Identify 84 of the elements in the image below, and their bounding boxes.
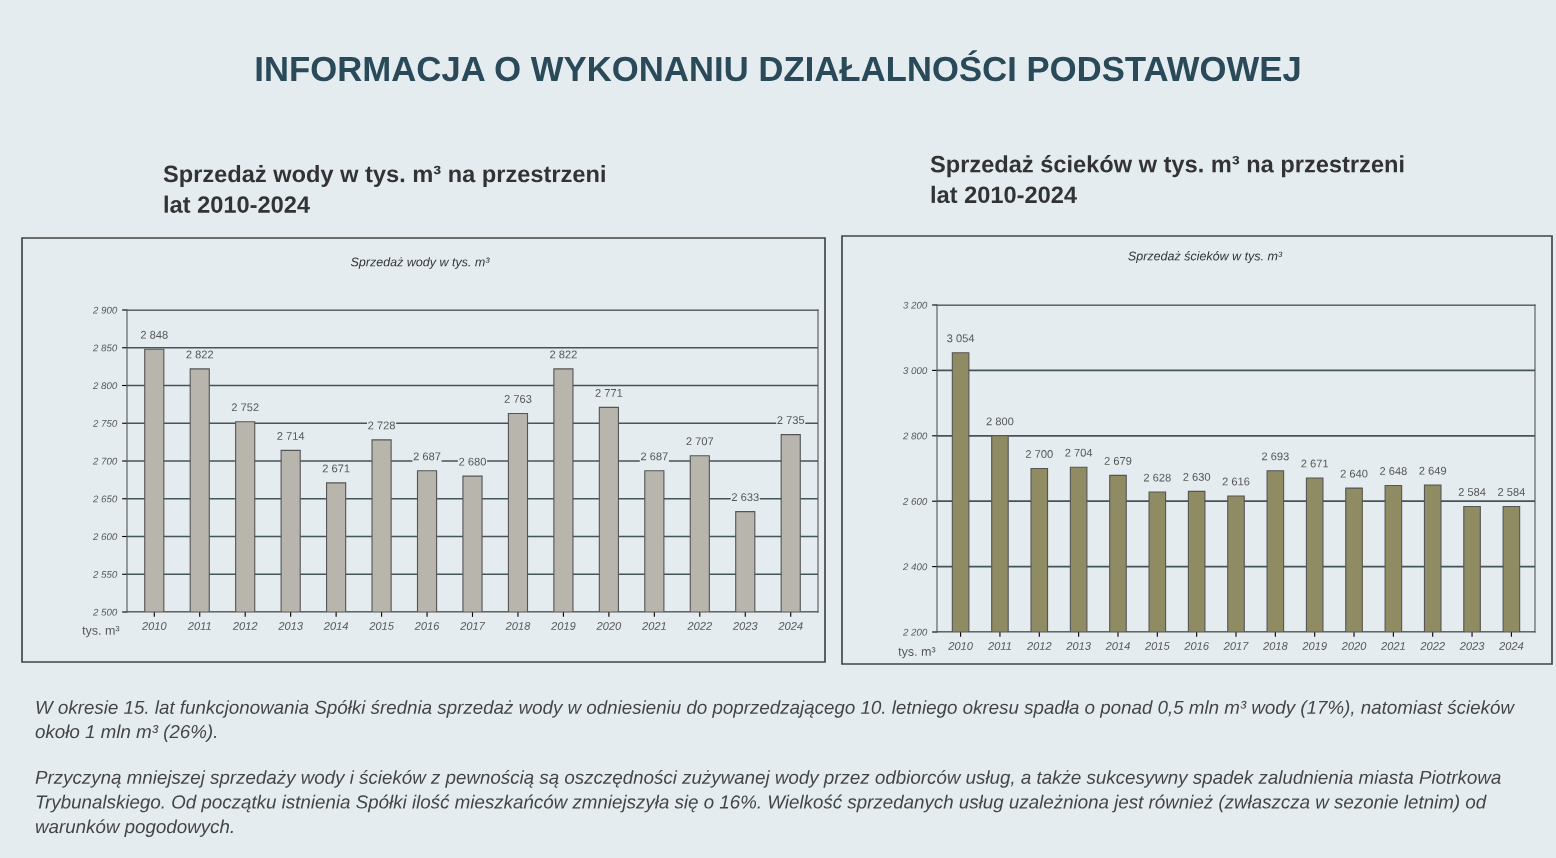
y-tick-label: 2 500 [92,608,118,616]
x-tick-label: 2023 [732,622,758,630]
x-tick-label: 2017 [1223,642,1249,650]
y-tick-label: 2 400 [902,563,928,571]
x-tick-label: 2012 [232,622,258,630]
y-tick-label: 2 800 [92,382,118,390]
x-tick-label: 2019 [551,622,576,630]
x-tick-label: 2017 [460,622,486,630]
data-label: 2 693 [1262,452,1289,461]
x-tick-label: 2020 [596,622,622,630]
y-tick-label: 2 750 [92,419,118,427]
y-tick-label: 2 600 [92,533,118,541]
y-tick-label: 2 600 [902,497,928,505]
data-label: 2 728 [368,421,395,430]
x-tick-label: 2019 [1302,642,1327,650]
x-tick-label: 2013 [1066,642,1091,650]
x-tick-label: 2013 [278,622,303,630]
data-label: 2 771 [595,389,623,397]
data-label: 2 763 [504,395,532,403]
data-label: 2 848 [140,330,168,339]
y-tick-label: 2 650 [92,495,118,503]
x-tick-label: 2020 [1341,642,1367,650]
x-tick-label: 2022 [1420,642,1445,650]
y-axis-title: tys. m³ [82,625,120,638]
data-label: 2 800 [986,417,1014,426]
data-label: 2 680 [459,457,486,466]
x-tick-label: 2016 [414,622,440,630]
x-tick-label: 2014 [323,622,349,630]
data-label: 2 735 [777,416,805,425]
data-label: 2 628 [1143,473,1171,482]
y-tick-label: 2 800 [902,432,928,440]
data-label: 2 584 [1458,488,1486,496]
x-tick-label: 2018 [1262,642,1288,650]
data-label: 2 704 [1065,448,1093,457]
x-tick-label: 2012 [1026,642,1052,650]
x-tick-label: 2015 [369,622,394,630]
x-tick-label: 2014 [1105,642,1130,650]
y-tick-label: 2 200 [902,628,928,636]
chart-subtitle: Sprzedaż ścieków w tys. m³ [1128,251,1283,263]
data-label: 2 679 [1104,456,1132,465]
chart-title: Sprzedaż ścieków w tys. m³ na przestrzeni lat 2010-2024 [930,155,1404,204]
y-tick-label: 3 000 [903,367,928,375]
data-label: 2 822 [186,350,214,359]
data-label: 2 648 [1380,467,1407,475]
x-tick-label: 2023 [1459,642,1485,650]
data-label: 3 054 [947,334,975,343]
chart-title: Sprzedaż wody w tys. m³ na przestrzeni lat 2010-2024 [163,165,605,213]
chart-subtitle: Sprzedaż wody w tys. m³ [350,257,490,269]
data-label: 2 700 [1025,450,1053,458]
x-tick-label: 2010 [141,622,167,630]
text: Przyczyną mniejszej sprzedaży wody i ścieków z pewnością są oszczędności zużywanej wody przez odbiorców usług, a także sukcesywny spadek zaludnienia miasta Piotrkowa Trybunalskiego. Od początku istnienia Spółki ilość mieszkańców zmniejszyła się o 16%. Wielkość sprzedanych usług uzależniona jest również (zwłaszcza w sezonie letnim) od warunków pogodowych. [35,770,1501,837]
x-tick-label: 2010 [948,642,973,650]
data-label: 2 584 [1498,488,1525,496]
x-tick-label: 2011 [187,622,211,630]
x-tick-label: 2021 [641,622,666,630]
data-label: 2 714 [277,432,305,440]
text: W okresie 15. lat funkcjonowania Spółki średnia sprzedaż wody w odniesieniu do poprzedzającego 10. letniego okresu spadła o ponad 0,5 mln m³ wody (17%), natomiast ścieków około 1 mln m³ (26%). [35,700,1515,742]
y-tick-label: 2 550 [92,570,118,578]
y-tick-label: 2 700 [92,457,118,465]
y-tick-label: 3 200 [903,301,928,309]
data-label: 2 752 [231,403,259,412]
x-tick-label: 2024 [1498,642,1524,650]
y-tick-label: 2 900 [92,306,118,314]
x-tick-label: 2015 [1144,642,1170,650]
data-label: 2 687 [641,452,668,461]
data-label: 2 649 [1419,466,1447,475]
x-tick-label: 2011 [987,642,1011,650]
data-label: 2 630 [1183,472,1211,481]
data-label: 2 707 [686,437,714,446]
x-tick-label: 2022 [687,622,712,630]
data-label: 2 687 [413,452,441,461]
y-tick-label: 2 850 [92,344,118,352]
text: INFORMACJA O WYKONANIU DZIAŁALNOŚCI PODSTAWOWEJ [256,50,1300,82]
data-label: 2 671 [1301,459,1329,468]
x-tick-label: 2018 [505,622,531,630]
x-tick-label: 2016 [1184,642,1210,650]
data-label: 2 633 [731,493,759,502]
x-tick-label: 2021 [1380,642,1405,650]
data-label: 2 640 [1340,469,1368,478]
data-label: 2 822 [550,350,577,359]
data-label: 2 616 [1222,477,1250,486]
data-label: 2 671 [322,464,350,473]
y-axis-title: tys. m³ [898,647,936,659]
x-tick-label: 2024 [778,622,803,630]
